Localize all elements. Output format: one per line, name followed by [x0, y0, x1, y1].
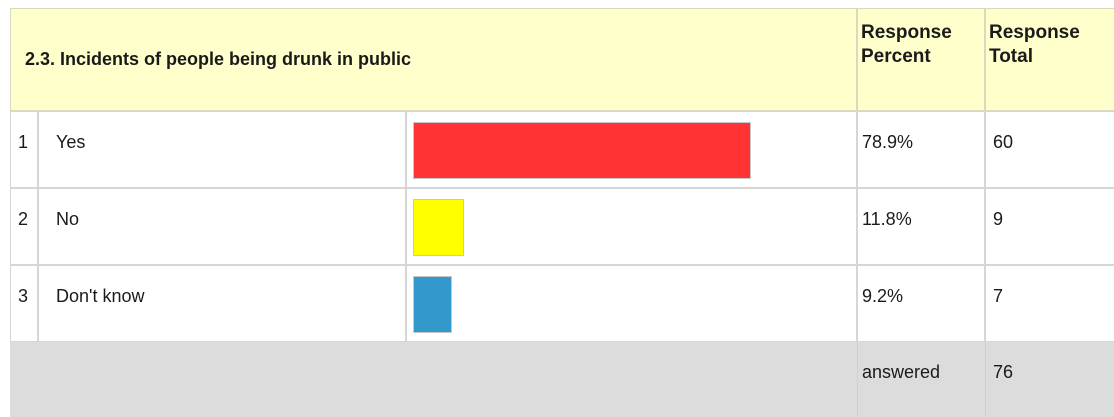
row-number: 2 — [10, 188, 38, 265]
answer-label: Don't know — [38, 265, 406, 342]
response-total: 7 — [985, 265, 1114, 342]
answered-footer: answered 76 — [10, 342, 1114, 417]
question-title: 2.3. Incidents of people being drunk in … — [10, 8, 857, 111]
response-percent: 11.8% — [857, 188, 985, 265]
response-bar — [413, 122, 751, 179]
bar-cell — [406, 111, 857, 188]
response-total: 60 — [985, 111, 1114, 188]
answered-label: answered — [857, 342, 985, 417]
response-bar — [413, 276, 452, 333]
answered-count: 76 — [985, 342, 1114, 417]
response-total: 9 — [985, 188, 1114, 265]
row-number: 1 — [10, 111, 38, 188]
answer-label: Yes — [38, 111, 406, 188]
row-number: 3 — [10, 265, 38, 342]
response-percent: 78.9% — [857, 111, 985, 188]
survey-result-table: 2.3. Incidents of people being drunk in … — [10, 8, 1114, 417]
response-percent: 9.2% — [857, 265, 985, 342]
header-response-percent: Response Percent — [857, 8, 985, 111]
footer-blank — [10, 342, 857, 417]
header-response-total: Response Total — [985, 8, 1114, 111]
bar-cell — [406, 265, 857, 342]
bar-cell — [406, 188, 857, 265]
response-bar — [413, 199, 464, 256]
answer-label: No — [38, 188, 406, 265]
